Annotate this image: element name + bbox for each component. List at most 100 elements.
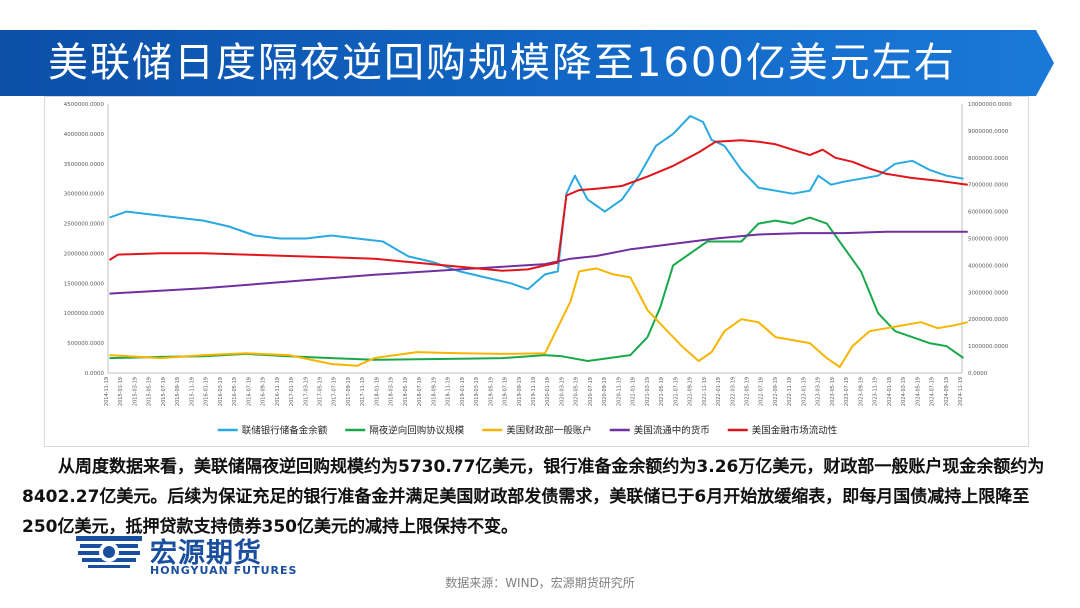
x-tick-label: 2016-01-19 [204,377,210,406]
x-tick-label: 2019-11-19 [531,377,537,406]
y-right-tick-label: 10000000.0000 [968,102,1012,108]
x-tick-label: 2016-05-19 [232,377,238,406]
y-right-tick-label: 8000000.0000 [968,156,1009,162]
x-tick-label: 2017-09-19 [346,377,352,406]
legend-label: 隔夜逆向回购协议规模 [369,425,465,437]
x-tick-label: 2019-07-19 [503,377,509,406]
x-tick-label: 2015-01-19 [118,377,124,406]
legend-label: 联储银行储备金余额 [242,425,328,437]
x-tick-label: 2021-07-19 [673,377,679,406]
y-left-tick-label: 0.0000 [85,371,105,377]
x-tick-label: 2021-09-19 [688,377,694,406]
y-right-tick-label: 1000000.0000 [968,344,1009,350]
legend-label: 美国财政部一般账户 [506,425,592,437]
x-tick-label: 2022-07-19 [759,377,765,406]
x-tick-label: 2018-07-19 [417,377,423,406]
x-tick-label: 2023-05-19 [830,377,836,406]
y-right-tick-label: 5000000.0000 [968,237,1009,243]
x-tick-label: 2022-05-19 [745,377,751,406]
x-tick-label: 2023-11-19 [873,377,879,406]
y-left-tick-label: 500000.0000 [67,341,104,347]
x-tick-label: 2016-07-19 [246,377,252,406]
title-banner [0,30,1036,96]
y-right-tick-label: 3000000.0000 [968,290,1009,296]
logo-english-name: HONGYUAN FUTURES [150,564,298,577]
liquidity-chart: 0.0000 500000.0000 1000000.0000 1500000.000… [64,102,1012,437]
chart-frame [44,96,1029,447]
x-tick-label: 2021-11-19 [702,377,708,406]
series-line-5 [108,139,968,272]
y-left-tick-label: 3500000.0000 [64,162,105,168]
y-left-tick-label: 4500000.0000 [64,102,105,108]
x-tick-label: 2018-03-19 [389,377,395,406]
x-tick-label: 2022-03-19 [730,377,736,406]
series-line-3 [109,267,969,368]
y-right-tick-label: 4000000.0000 [968,263,1009,269]
logo-globe-icon [76,536,142,568]
x-tick-label: 2020-07-19 [588,377,594,406]
x-tick-label: 2015-07-19 [161,377,167,406]
y-left-tick-label: 2500000.0000 [64,222,105,228]
y-right-tick-label: 6000000.0000 [968,210,1009,216]
x-tick-label: 2024-07-19 [930,377,936,406]
x-tick-label: 2020-05-19 [574,377,580,406]
x-tick-label: 2015-09-19 [175,377,181,406]
y-right-tick-label: 0.0000 [968,371,988,377]
x-tick-label: 2023-07-19 [844,377,850,406]
x-tick-label: 2014-11-19 [104,377,110,406]
y-right-tick-label: 9000000.0000 [968,129,1009,135]
x-tick-label: 2019-03-19 [474,377,480,406]
x-tick-label: 2019-09-19 [517,377,523,406]
x-tick-label: 2022-01-19 [716,377,722,406]
y-left-tick-label: 1000000.0000 [64,311,105,317]
legend-label: 美国流通中的货币 [634,425,710,437]
x-tick-label: 2018-01-19 [374,377,380,406]
x-tick-label: 2017-01-19 [289,377,295,406]
y-left-tick-label: 1500000.0000 [64,281,105,287]
x-tick-label: 2021-05-19 [659,377,665,406]
x-tick-label: 2020-03-19 [559,377,565,406]
x-tick-label: 2019-01-19 [460,377,466,406]
x-tick-label: 2015-11-19 [189,377,195,406]
x-tick-label: 2015-03-19 [132,377,138,406]
y-right-tick-label: 7000000.0000 [968,183,1009,189]
title-banner-tail [1036,30,1054,96]
series-line-1 [109,115,964,291]
legend-label: 美国金融市场流动性 [752,425,838,437]
company-logo: 宏源期货 HONGYUAN FUTURES [76,530,316,580]
x-tick-label: 2018-11-19 [446,377,452,406]
y-left-tick-label: 3000000.0000 [64,192,105,198]
x-tick-label: 2020-11-19 [616,377,622,406]
x-tick-label: 2017-11-19 [360,377,366,406]
x-tick-label: 2023-03-19 [816,377,822,406]
x-tick-label: 2024-05-19 [915,377,921,406]
data-source-note: 数据来源：WIND，宏源期货研究所 [445,576,635,590]
x-tick-label: 2024-09-19 [944,377,950,406]
x-tick-label: 2017-05-19 [318,377,324,406]
x-tick-label: 2017-03-19 [303,377,309,406]
x-tick-label: 2016-03-19 [218,377,224,406]
x-tick-label: 2024-11-19 [958,377,964,406]
x-tick-label: 2022-09-19 [773,377,779,406]
x-tick-label: 2023-01-19 [801,377,807,406]
x-tick-label: 2023-09-19 [858,377,864,406]
x-tick-label: 2018-05-19 [403,377,409,406]
y-left-tick-label: 2000000.0000 [64,251,105,257]
logo-chinese-name: 宏源期货 [150,538,262,569]
series-line-4 [109,230,968,295]
x-tick-label: 2017-07-19 [332,377,338,406]
y-right-tick-label: 2000000.0000 [968,317,1009,323]
x-tick-label: 2016-09-19 [261,377,267,406]
y-left-tick-label: 4000000.0000 [64,132,105,138]
x-tick-label: 2022-11-19 [787,377,793,406]
page-title: 美联储日度隔夜逆回购规模降至1600亿美元左右 [48,40,956,86]
x-tick-label: 2020-09-19 [602,377,608,406]
x-tick-label: 2024-03-19 [901,377,907,406]
x-tick-label: 2016-11-19 [275,377,281,406]
x-tick-label: 2020-01-19 [545,377,551,406]
x-tick-label: 2024-01-19 [887,377,893,406]
x-tick-label: 2021-01-19 [631,377,637,406]
x-tick-label: 2019-05-19 [488,377,494,406]
x-tick-label: 2021-03-19 [645,377,651,406]
x-tick-label: 2018-09-19 [431,377,437,406]
